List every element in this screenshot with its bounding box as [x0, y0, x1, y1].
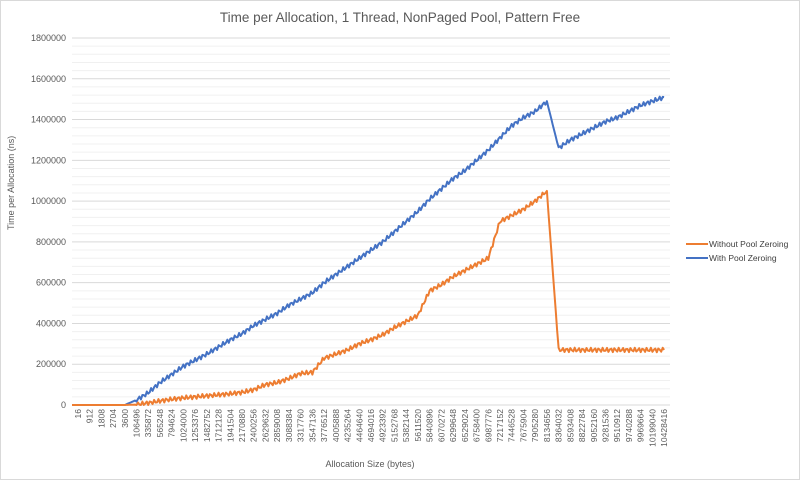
svg-text:2629632: 2629632 [260, 409, 270, 442]
svg-text:4235264: 4235264 [343, 409, 353, 442]
svg-text:5840896: 5840896 [425, 409, 435, 442]
legend-label: With Pool Zeroing [709, 253, 777, 263]
svg-text:1400000: 1400000 [31, 115, 66, 125]
svg-text:9740288: 9740288 [624, 409, 634, 442]
svg-text:7446528: 7446528 [507, 409, 517, 442]
svg-text:800000: 800000 [36, 237, 66, 247]
gridlines [72, 37, 670, 406]
svg-text:335872: 335872 [143, 409, 153, 438]
svg-text:2859008: 2859008 [272, 409, 282, 442]
svg-text:1253376: 1253376 [190, 409, 200, 442]
svg-text:1808: 1808 [96, 409, 106, 428]
svg-text:4694016: 4694016 [366, 409, 376, 442]
legend-item-without-zeroing: Without Pool Zeroing [686, 238, 788, 250]
svg-text:3317760: 3317760 [296, 409, 306, 442]
x-axis-ticks: 16 912 1808 2704 3600 106496 335872 565248 79462… [73, 409, 669, 447]
svg-text:8593408: 8593408 [565, 409, 575, 442]
legend-label: Without Pool Zeroing [709, 239, 789, 249]
svg-text:9510912: 9510912 [612, 409, 622, 442]
legend-swatch-blue [686, 257, 708, 259]
svg-text:1712128: 1712128 [214, 409, 224, 442]
legend-swatch-orange [686, 243, 708, 245]
legend: Without Pool Zeroing With Pool Zeroing [686, 238, 788, 266]
legend-item-with-zeroing: With Pool Zeroing [686, 252, 788, 264]
svg-text:4923392: 4923392 [378, 409, 388, 442]
svg-text:3776512: 3776512 [319, 409, 329, 442]
y-axis-ticks: 0 200000 400000 600000 800000 1000000 1200000 1… [31, 33, 66, 410]
svg-text:7905280: 7905280 [530, 409, 540, 442]
svg-text:1600000: 1600000 [31, 74, 66, 84]
svg-text:8364032: 8364032 [554, 409, 564, 442]
svg-text:1941504: 1941504 [225, 409, 235, 442]
x-axis-label: Allocation Size (bytes) [325, 459, 415, 469]
svg-text:10428416: 10428416 [659, 409, 669, 447]
svg-text:6987776: 6987776 [483, 409, 493, 442]
svg-text:4005888: 4005888 [331, 409, 341, 442]
svg-text:1200000: 1200000 [31, 155, 66, 165]
svg-text:2170880: 2170880 [237, 409, 247, 442]
svg-text:3600: 3600 [120, 409, 130, 428]
svg-text:7675904: 7675904 [518, 409, 528, 442]
svg-text:106496: 106496 [131, 409, 141, 438]
svg-text:200000: 200000 [36, 359, 66, 369]
svg-text:16: 16 [73, 409, 83, 419]
svg-text:8134656: 8134656 [542, 409, 552, 442]
svg-text:7217152: 7217152 [495, 409, 505, 442]
svg-text:794624: 794624 [167, 409, 177, 438]
svg-text:600000: 600000 [36, 278, 66, 288]
svg-text:5152768: 5152768 [389, 409, 399, 442]
svg-text:1800000: 1800000 [31, 33, 66, 43]
svg-text:9052160: 9052160 [589, 409, 599, 442]
svg-text:400000: 400000 [36, 318, 66, 328]
chart-title: Time per Allocation, 1 Thread, NonPaged … [219, 10, 581, 25]
svg-text:0: 0 [61, 400, 66, 410]
svg-text:9969664: 9969664 [636, 409, 646, 442]
svg-text:3547136: 3547136 [307, 409, 317, 442]
svg-text:565248: 565248 [155, 409, 165, 438]
svg-text:1024000: 1024000 [178, 409, 188, 442]
svg-text:6758400: 6758400 [472, 409, 482, 442]
svg-text:5382144: 5382144 [401, 409, 411, 442]
svg-text:1482752: 1482752 [202, 409, 212, 442]
svg-text:8822784: 8822784 [577, 409, 587, 442]
svg-text:1000000: 1000000 [31, 196, 66, 206]
svg-text:2400256: 2400256 [249, 409, 259, 442]
series-lines [72, 95, 665, 406]
svg-text:9281536: 9281536 [601, 409, 611, 442]
svg-text:6299648: 6299648 [448, 409, 458, 442]
svg-text:2704: 2704 [108, 409, 118, 428]
svg-text:912: 912 [85, 409, 95, 423]
svg-text:3088384: 3088384 [284, 409, 294, 442]
svg-text:6070272: 6070272 [436, 409, 446, 442]
svg-text:10199040: 10199040 [647, 409, 657, 447]
svg-text:5611520: 5611520 [413, 409, 423, 442]
svg-text:6529024: 6529024 [460, 409, 470, 442]
svg-text:4464640: 4464640 [354, 409, 364, 442]
